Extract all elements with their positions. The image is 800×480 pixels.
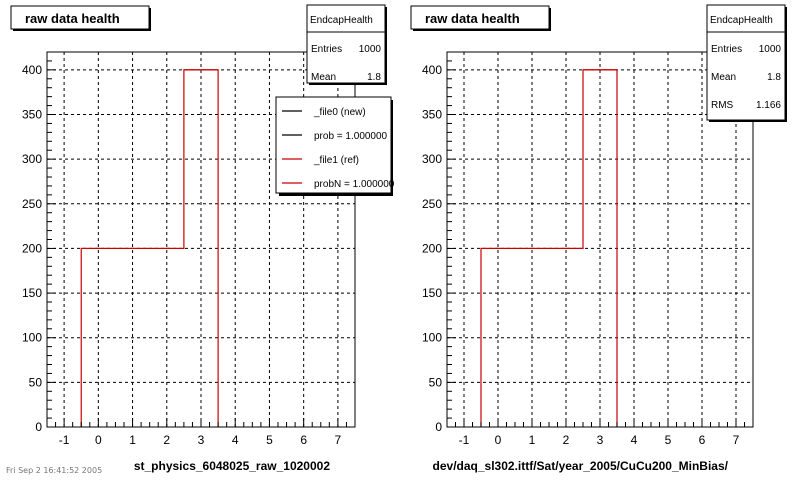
footer-timestamp: Fri Sep 2 16:41:52 2005 [6, 466, 103, 475]
stats-value: 1000 [359, 44, 382, 55]
stats-value: 1.8 [367, 72, 381, 83]
y-tick-label: 100 [422, 331, 442, 345]
y-tick-label: 200 [22, 241, 42, 255]
y-tick-label: 250 [22, 197, 42, 211]
y-tick-label: 250 [422, 197, 442, 211]
stats-title: EndcapHealth [710, 15, 773, 26]
stats-label: Entries [311, 44, 342, 55]
y-tick-label: 50 [29, 375, 43, 389]
x-tick-label: 2 [563, 433, 570, 447]
stats-value: 1000 [759, 44, 782, 55]
title-box [10, 5, 150, 30]
x-tick-label: -1 [59, 433, 70, 447]
stats-title: EndcapHealth [310, 15, 373, 26]
legend-entry: prob = 1.000000 [314, 131, 388, 142]
chart-panel-2: 0 50 100 150 200 250 300 350 400 -1 0 1 2 3 4 5 6 7 dev/da… [410, 4, 787, 473]
legend-box [275, 96, 392, 194]
x-tick-label: 3 [597, 433, 604, 447]
stats-label: Mean [711, 72, 736, 83]
x-tick-label: 5 [665, 433, 672, 447]
x-tick-label: 0 [95, 433, 102, 447]
y-tick-label: 350 [422, 108, 442, 122]
legend-entry: _file0 (new) [313, 107, 366, 118]
y-tick-label: 50 [429, 375, 443, 389]
y-tick-label: 300 [422, 152, 442, 166]
x-tick-label: 6 [300, 433, 307, 447]
y-tick-label: 400 [422, 63, 442, 77]
x-tick-label: 7 [733, 433, 740, 447]
x-tick-label: 1 [129, 433, 136, 447]
x-tick-label: 2 [163, 433, 170, 447]
y-tick-label: 0 [35, 420, 42, 434]
x-tick-label: 1 [529, 433, 536, 447]
x-tick-label: 4 [232, 433, 239, 447]
x-tick-label: 7 [335, 433, 342, 447]
stats-value: 1.8 [767, 72, 781, 83]
x-tick-label: 6 [699, 433, 706, 447]
chart-title: raw data health [25, 11, 120, 26]
title-box [410, 5, 550, 30]
y-tick-label: 400 [22, 63, 42, 77]
x-tick-label: -1 [459, 433, 470, 447]
stats-label: Mean [311, 72, 336, 83]
x-tick-label: 0 [495, 433, 502, 447]
chart-title: raw data health [425, 11, 520, 26]
stats-label: RMS [711, 100, 734, 111]
stats-box [706, 4, 786, 121]
y-tick-label: 200 [422, 241, 442, 255]
y-tick-label: 150 [22, 286, 42, 300]
x-tick-label: 5 [266, 433, 273, 447]
stats-value: 1.166 [756, 100, 781, 111]
stats-box [306, 4, 386, 84]
x-tick-label: 4 [631, 433, 638, 447]
legend-entry: probN = 1.000000 [314, 179, 395, 190]
legend-entry: _file1 (ref) [313, 155, 359, 166]
chart-panel-1: 0 50 100 150 200 250 300 350 400 -1 0 1 2 3 4 5 6 7 st_phy… [10, 4, 395, 473]
x-axis-label: st_physics_6048025_raw_1020002 [134, 459, 330, 473]
stats-label: Entries [711, 44, 742, 55]
y-tick-label: 0 [435, 420, 442, 434]
y-tick-label: 150 [422, 286, 442, 300]
y-tick-label: 100 [22, 331, 42, 345]
x-tick-label: 3 [198, 433, 205, 447]
x-axis-label: dev/daq_sl302.ittf/Sat/year_2005/CuCu200… [433, 459, 729, 473]
y-tick-label: 350 [22, 108, 42, 122]
y-tick-label: 300 [22, 152, 42, 166]
